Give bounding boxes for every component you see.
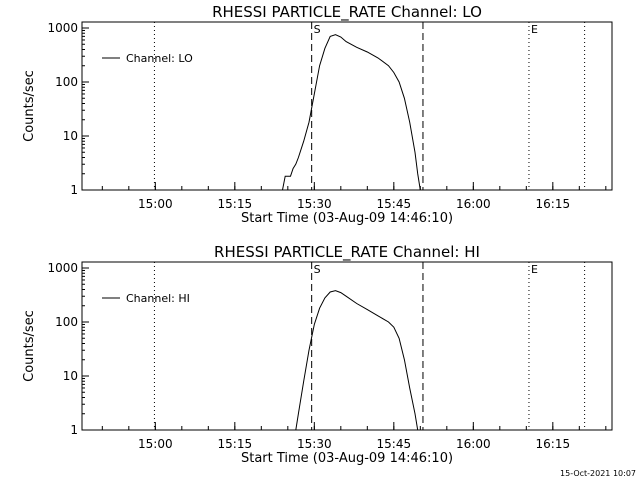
x-tick-label: 15:15 <box>218 437 253 451</box>
series-line <box>295 290 419 431</box>
x-tick-label: 15:45 <box>377 197 412 211</box>
x-axis-label: Start Time (03-Aug-09 14:46:10) <box>241 211 453 226</box>
x-tick-label: 16:00 <box>456 197 491 211</box>
marker-label: S <box>314 23 321 36</box>
y-tick-label: 10 <box>63 369 78 383</box>
legend-label: Channel: LO <box>126 52 193 65</box>
x-tick-label: 15:00 <box>138 197 173 211</box>
chart-title: RHESSI PARTICLE_RATE Channel: HI <box>214 243 480 262</box>
y-tick-label: 1000 <box>47 261 78 275</box>
y-tick-label: 100 <box>55 75 78 89</box>
marker-label: E <box>531 23 538 36</box>
x-tick-label: 15:30 <box>297 437 332 451</box>
y-tick-label: 10 <box>63 129 78 143</box>
x-axis-label: Start Time (03-Aug-09 14:46:10) <box>241 451 453 466</box>
y-tick-label: 100 <box>55 315 78 329</box>
timestamp: 15-Oct-2021 10:07 <box>560 469 636 478</box>
series-line <box>282 34 421 191</box>
y-axis-label: Counts/sec <box>22 70 37 142</box>
x-tick-label: 16:00 <box>456 437 491 451</box>
y-tick-label: 1 <box>70 183 78 197</box>
marker-label: E <box>531 263 538 276</box>
y-axis-label: Counts/sec <box>22 310 37 382</box>
y-tick-label: 1 <box>70 423 78 437</box>
marker-label: S <box>314 263 321 276</box>
y-tick-label: 1000 <box>47 21 78 35</box>
plot-frame <box>81 261 613 431</box>
x-tick-label: 15:00 <box>138 437 173 451</box>
legend-label: Channel: HI <box>126 292 190 305</box>
x-tick-label: 15:30 <box>297 197 332 211</box>
x-tick-label: 15:45 <box>377 437 412 451</box>
x-tick-label: 16:15 <box>536 197 571 211</box>
chart-title: RHESSI PARTICLE_RATE Channel: LO <box>212 3 482 22</box>
x-tick-label: 15:15 <box>218 197 253 211</box>
x-tick-label: 16:15 <box>536 437 571 451</box>
plot-frame <box>81 21 613 191</box>
